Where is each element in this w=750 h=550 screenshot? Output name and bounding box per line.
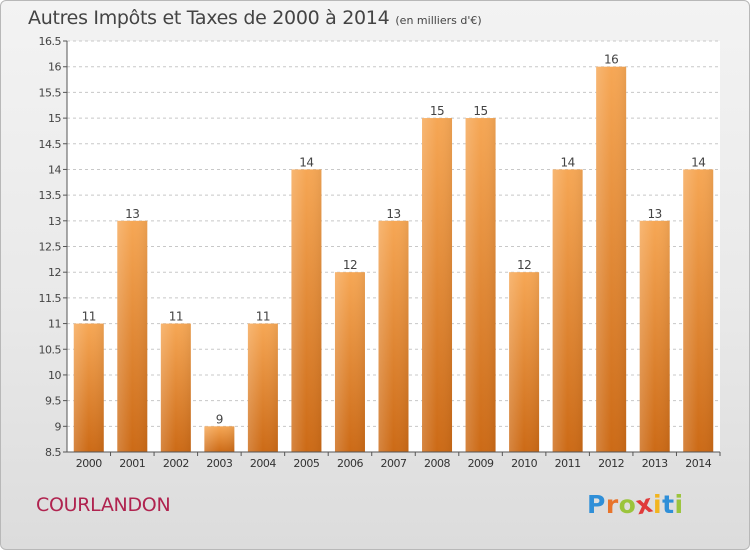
y-tick-label: 12 xyxy=(48,266,61,279)
y-tick-label: 16.5 xyxy=(39,35,62,48)
y-tick-label: 13 xyxy=(48,215,61,228)
x-tick-label: 2009 xyxy=(468,457,494,470)
y-tick-label: 8.5 xyxy=(45,446,61,459)
bar-shine xyxy=(247,323,278,452)
x-tick-label: 2000 xyxy=(76,457,102,470)
bar-value-label: 11 xyxy=(169,310,183,324)
bar-value-label: 12 xyxy=(517,258,531,272)
bar-value-label: 11 xyxy=(82,310,96,324)
y-tick-label: 11.5 xyxy=(39,292,62,305)
bar-value-label: 9 xyxy=(216,412,223,426)
logo-letter: r xyxy=(605,490,619,519)
y-tick-label: 13.5 xyxy=(39,189,62,202)
bar-value-label: 16 xyxy=(604,53,618,67)
bar-shine xyxy=(73,323,104,452)
bar-shine xyxy=(639,220,670,452)
bar-shine xyxy=(378,220,409,452)
bar-shine xyxy=(422,118,453,452)
y-tick-label: 10.5 xyxy=(39,343,62,356)
chart-unit: (en milliers d'€) xyxy=(395,14,482,27)
y-tick-label: 16 xyxy=(48,61,61,74)
x-tick-label: 2005 xyxy=(293,457,319,470)
bar-shine xyxy=(204,426,235,452)
bar-shine xyxy=(465,118,496,452)
bar-value-label: 14 xyxy=(299,155,313,169)
bar-value-label: 12 xyxy=(343,258,357,272)
bar-value-label: 13 xyxy=(125,207,139,221)
bar-shine xyxy=(160,323,191,452)
x-tick-label: 2003 xyxy=(206,457,232,470)
x-tick-label: 2010 xyxy=(511,457,537,470)
bar-shine xyxy=(509,272,540,452)
logo-letter: P xyxy=(587,490,606,519)
chart-title: Autres Impôts et Taxes de 2000 à 2014 (en… xyxy=(28,7,482,29)
bar-value-label: 14 xyxy=(691,155,705,169)
x-tick-label: 2001 xyxy=(119,457,145,470)
bar-value-label: 13 xyxy=(648,207,662,221)
x-tick-label: 2002 xyxy=(163,457,189,470)
logo-letter: i xyxy=(653,490,663,519)
bar-value-label: 15 xyxy=(430,104,444,118)
logo-letter: t xyxy=(662,490,675,519)
y-tick-label: 11 xyxy=(48,318,61,331)
y-tick-label: 15.5 xyxy=(39,86,62,99)
bar-shine xyxy=(291,169,322,452)
bar-shine xyxy=(117,220,148,452)
x-tick-label: 2012 xyxy=(598,457,624,470)
y-tick-label: 10 xyxy=(48,369,61,382)
logo-letter: o xyxy=(618,490,637,519)
x-tick-label: 2004 xyxy=(250,457,276,470)
x-tick-label: 2008 xyxy=(424,457,450,470)
x-tick-label: 2011 xyxy=(555,457,581,470)
chart-title-text: Autres Impôts et Taxes de 2000 à 2014 xyxy=(28,7,390,29)
bar-shine xyxy=(552,169,583,452)
x-tick-label: 2007 xyxy=(381,457,407,470)
bar-value-label: 11 xyxy=(256,310,270,324)
y-tick-label: 12.5 xyxy=(39,241,62,254)
logo-letter: i xyxy=(674,490,684,519)
x-tick-label: 2013 xyxy=(642,457,668,470)
bar-shine xyxy=(334,272,365,452)
bar-value-label: 15 xyxy=(473,104,487,118)
y-tick-label: 9 xyxy=(55,420,62,433)
proxiti-logo: Proxiti xyxy=(587,489,684,521)
bar-value-label: 14 xyxy=(560,155,574,169)
y-tick-label: 15 xyxy=(48,112,61,125)
x-tick-label: 2006 xyxy=(337,457,363,470)
commune-name: COURLANDON xyxy=(36,494,171,516)
x-tick-label: 2014 xyxy=(685,457,711,470)
bar-value-label: 13 xyxy=(386,207,400,221)
y-tick-label: 14 xyxy=(48,163,61,176)
y-tick-label: 14.5 xyxy=(39,138,62,151)
y-tick-label: 9.5 xyxy=(45,395,61,408)
bar-shine xyxy=(596,66,627,452)
bar-shine xyxy=(683,169,714,452)
